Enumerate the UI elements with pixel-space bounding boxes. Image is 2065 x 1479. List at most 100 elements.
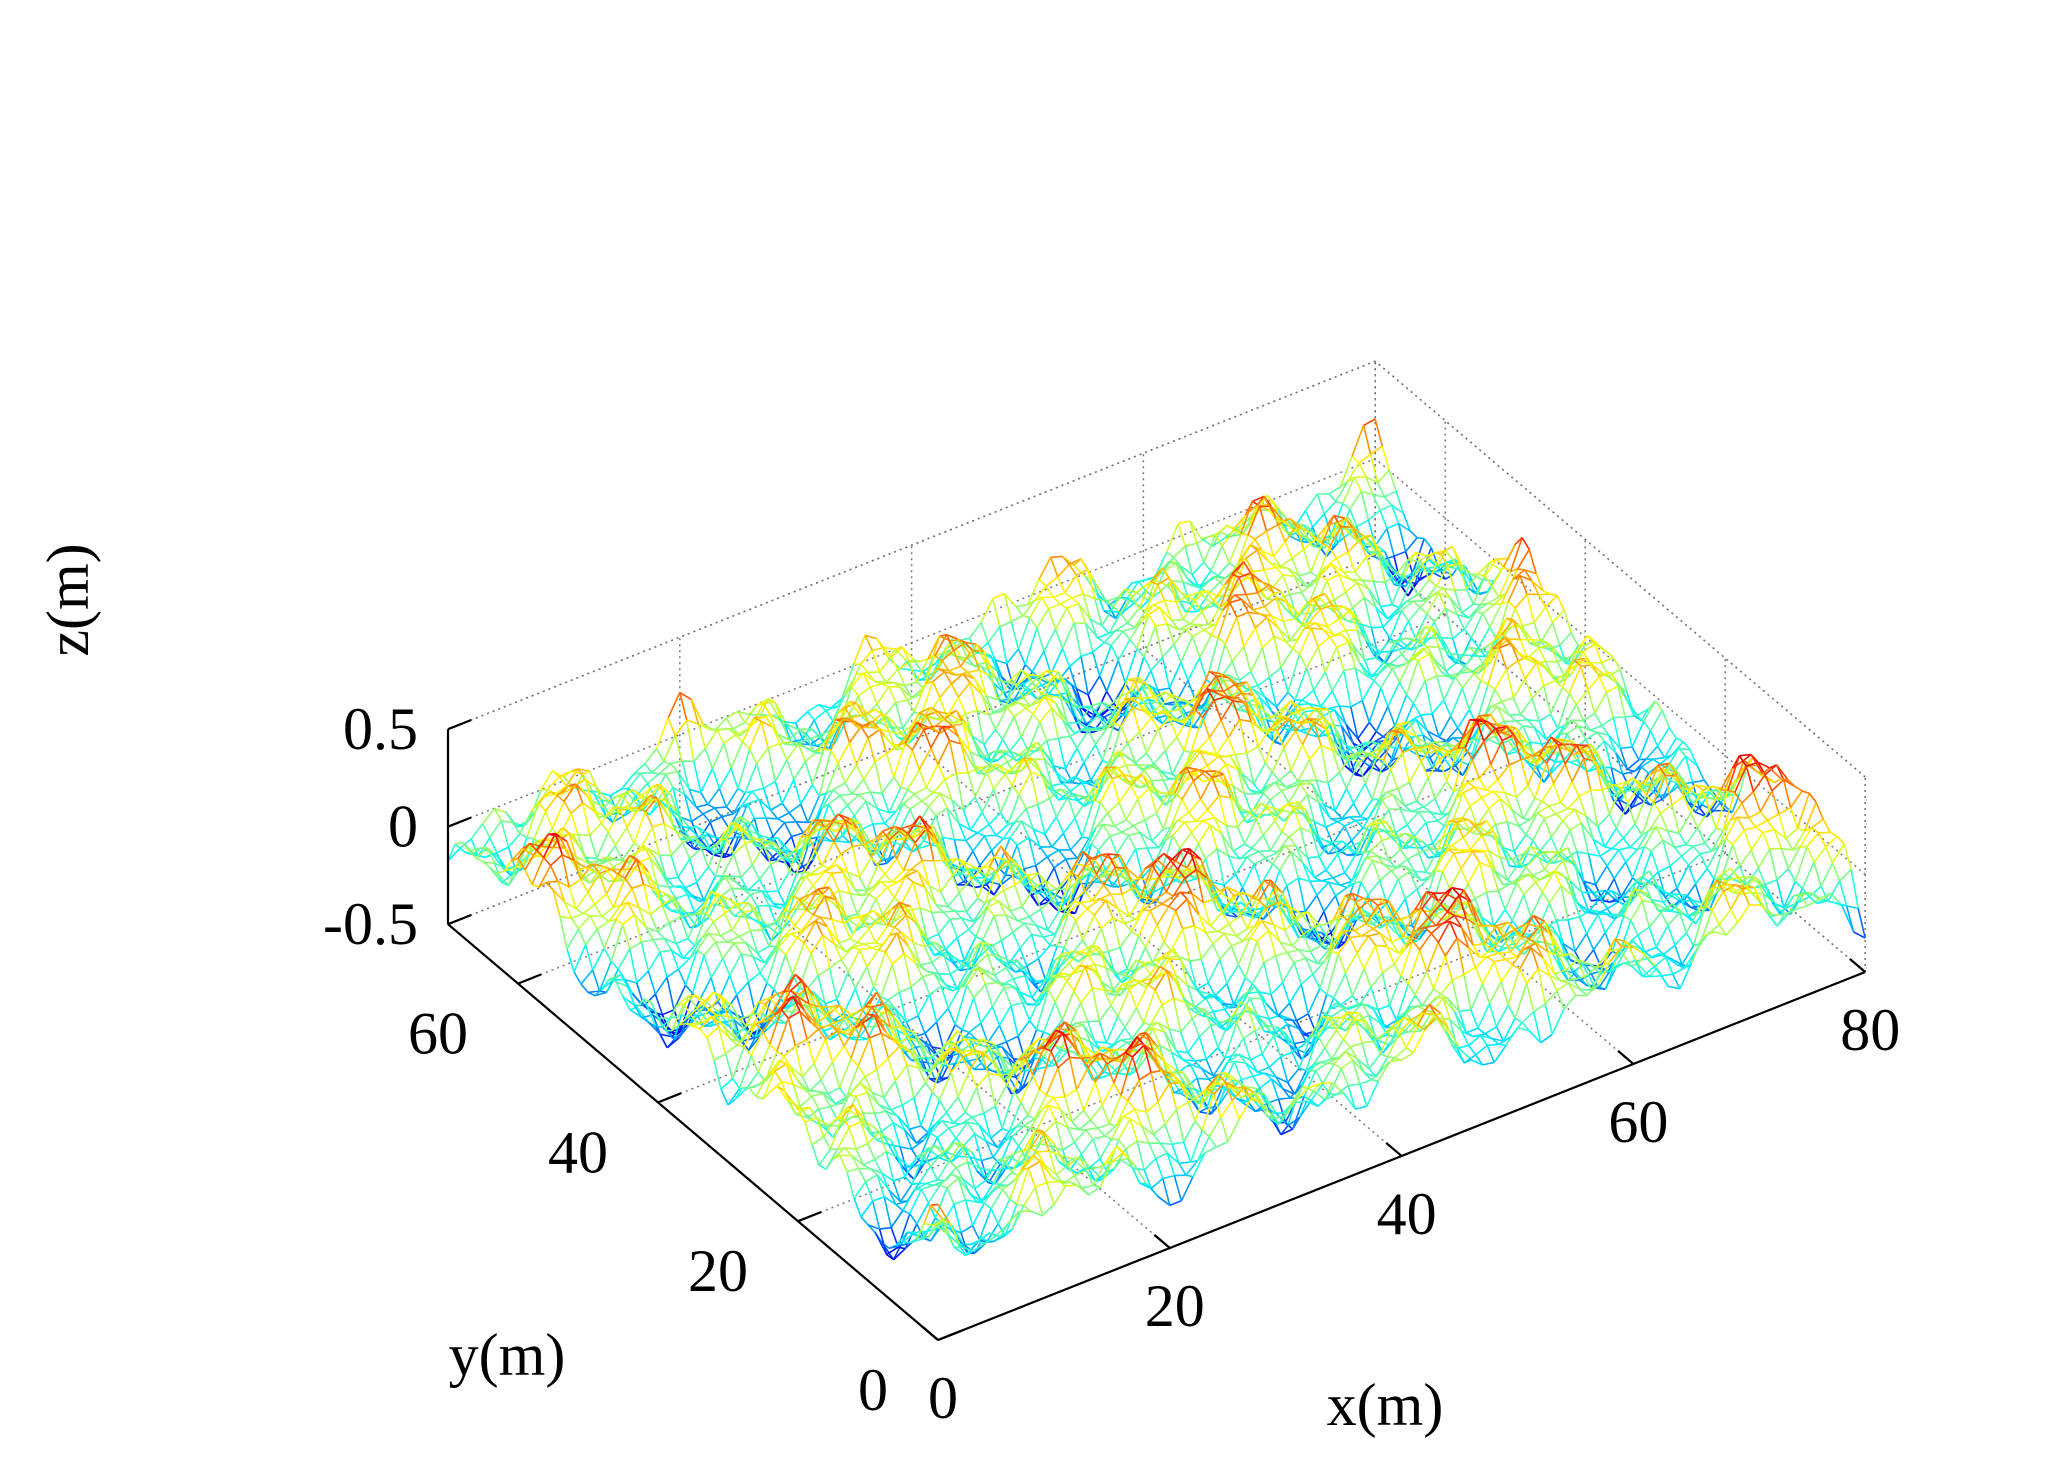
mesh-segment xyxy=(761,846,774,850)
mesh-segment xyxy=(884,932,898,953)
mesh-segment xyxy=(883,646,896,650)
mesh-segment xyxy=(603,866,617,882)
mesh-segment xyxy=(636,1006,650,1023)
mesh-segment xyxy=(957,682,971,698)
mesh-segment xyxy=(655,748,665,762)
mesh-segment xyxy=(1025,707,1034,715)
mesh-segment xyxy=(1117,660,1127,684)
mesh-segment xyxy=(927,1184,941,1204)
mesh-segment xyxy=(727,1088,741,1106)
mesh-segment xyxy=(658,854,668,880)
mesh-segment xyxy=(801,914,814,932)
mesh-segment xyxy=(712,921,722,936)
mesh-segment xyxy=(754,889,767,893)
mesh-segment xyxy=(858,857,872,878)
mesh-segment xyxy=(571,912,584,920)
mesh-segment xyxy=(999,620,1012,628)
mesh-segment xyxy=(954,838,966,842)
mesh-segment xyxy=(752,1003,766,1025)
mesh-segment xyxy=(688,858,698,883)
mesh-segment xyxy=(743,1023,757,1048)
mesh-segment xyxy=(770,836,778,840)
mesh-segment xyxy=(1055,816,1065,834)
mesh-segment xyxy=(682,826,690,829)
mesh-segment xyxy=(654,798,667,801)
mesh-segment xyxy=(981,1156,994,1162)
mesh-segment xyxy=(937,710,946,720)
mesh-segment xyxy=(670,760,683,765)
mesh-segment xyxy=(850,937,858,944)
mesh-segment xyxy=(600,822,609,833)
mesh-segment xyxy=(654,976,668,995)
mesh-segment xyxy=(881,830,891,841)
mesh-segment xyxy=(1006,1035,1019,1043)
mesh-segment xyxy=(965,897,979,913)
mesh-segment xyxy=(609,788,623,797)
mesh-segment xyxy=(961,1028,970,1034)
mesh-segment xyxy=(533,811,547,840)
mesh-segment xyxy=(669,763,679,773)
mesh-segment xyxy=(850,1057,859,1067)
mesh-segment xyxy=(782,924,796,939)
mesh-segment xyxy=(1053,907,1068,935)
mesh-segment xyxy=(659,854,672,857)
mesh-segment xyxy=(762,1014,776,1032)
mesh-segment xyxy=(811,748,825,786)
mesh-segment xyxy=(806,1039,815,1064)
mesh-segment xyxy=(591,969,601,992)
mesh-segment xyxy=(950,1072,959,1098)
mesh-segment xyxy=(1019,933,1033,949)
mesh-segment xyxy=(622,996,631,1011)
mesh-segment xyxy=(748,1087,757,1098)
mesh-segment xyxy=(852,943,865,949)
mesh-segment xyxy=(827,723,841,751)
mesh-segment xyxy=(807,894,821,911)
mesh-segment xyxy=(951,638,959,642)
mesh-segment xyxy=(803,893,812,902)
mesh-segment xyxy=(798,953,812,989)
mesh-segment xyxy=(715,1014,724,1027)
mesh-segment xyxy=(1047,608,1057,630)
mesh-segment xyxy=(1003,884,1016,892)
mesh-segment xyxy=(820,1005,833,1008)
mesh-segment xyxy=(755,1095,764,1100)
mesh-segment xyxy=(811,1095,820,1110)
mesh-segment xyxy=(911,749,921,770)
mesh-segment xyxy=(612,860,626,868)
mesh-segment xyxy=(955,1161,969,1169)
mesh-segment xyxy=(808,916,821,927)
mesh-segment xyxy=(886,826,895,836)
mesh-segment xyxy=(575,908,584,915)
mesh-segment xyxy=(752,956,761,974)
mesh-segment xyxy=(787,1101,797,1115)
mesh-segment xyxy=(633,842,642,849)
mesh-segment xyxy=(811,1144,820,1166)
mesh-segment xyxy=(787,916,796,927)
mesh-segment xyxy=(659,893,667,899)
mesh-segment xyxy=(876,686,890,705)
mesh-segment xyxy=(624,858,638,879)
mesh-segment xyxy=(824,1006,833,1019)
mesh-segment xyxy=(512,822,521,835)
mesh-segment xyxy=(756,838,769,842)
mesh-segment xyxy=(899,667,912,671)
mesh-segment xyxy=(864,942,877,945)
mesh-segment xyxy=(654,887,668,896)
mesh-segment xyxy=(935,807,948,817)
mesh-segment xyxy=(784,896,794,913)
mesh-segment xyxy=(758,714,771,720)
mesh-segment xyxy=(917,1015,926,1034)
mesh-segment xyxy=(847,871,860,878)
mesh-segment xyxy=(584,779,593,802)
mesh-segment xyxy=(890,742,904,750)
mesh-segment xyxy=(647,783,660,802)
mesh-segment xyxy=(961,964,970,968)
mesh-segment xyxy=(900,724,913,735)
mesh-segment xyxy=(828,794,841,805)
mesh-segment xyxy=(740,876,749,891)
mesh-segment xyxy=(852,843,865,848)
mesh-segment xyxy=(818,729,832,737)
mesh-segment xyxy=(714,941,724,959)
mesh-segment xyxy=(665,878,675,888)
mesh-segment xyxy=(1147,614,1157,627)
